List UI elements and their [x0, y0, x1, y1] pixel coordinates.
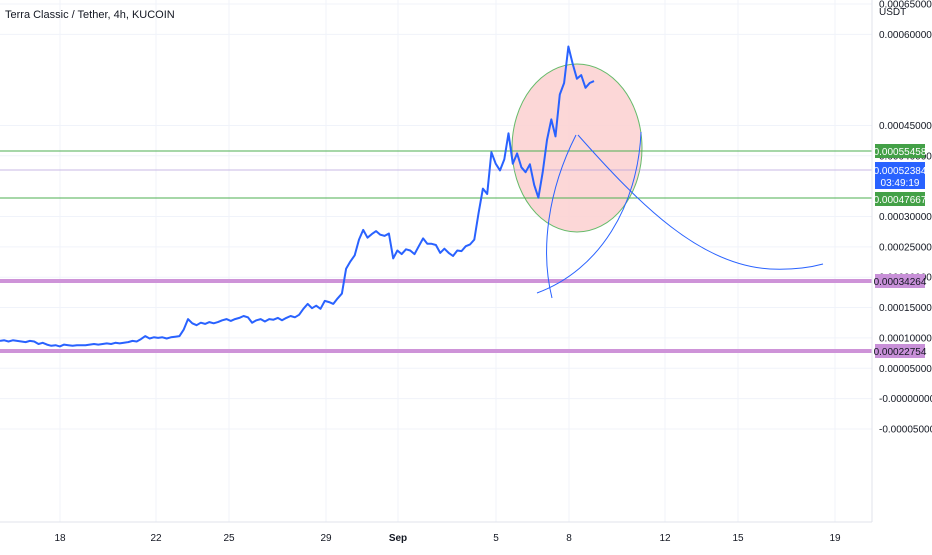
projection-arc-decline[interactable] — [577, 134, 824, 270]
time-tick-label: 18 — [54, 533, 66, 544]
bar-countdown-text: 03:49:19 — [881, 178, 920, 189]
time-tick-label: 22 — [150, 533, 162, 544]
price-tick-label: 0.00005000 — [879, 364, 932, 375]
price-tick-label: 0.00065000 — [879, 0, 932, 11]
price-tick-label: 0.00025000 — [879, 242, 932, 253]
projection-arc-left[interactable] — [546, 134, 577, 299]
price-tick-label: 0.00010000 — [879, 333, 932, 344]
highlight-ellipse[interactable] — [511, 63, 643, 233]
time-tick-label: 5 — [493, 533, 499, 544]
projection-arcs — [536, 131, 824, 299]
price-tick-label: 0.00045000 — [879, 121, 932, 132]
time-tick-label: 15 — [732, 533, 744, 544]
time-axis-ticks: 18 22 25 29 Sep 5 8 12 15 19 — [54, 533, 841, 544]
upper-level-badge[interactable] — [875, 144, 925, 158]
time-tick-label: 12 — [659, 533, 671, 544]
time-tick-label: 8 — [566, 533, 572, 544]
time-tick-label: 19 — [829, 533, 841, 544]
level-lines — [0, 150, 872, 353]
chart-title: Terra Classic / Tether, 4h, KUCOIN — [5, 9, 175, 21]
price-badges: 0.00055458 0.00052384 03:49:19 0.0004766… — [874, 144, 927, 358]
price-tick-label: 0.00015000 — [879, 303, 932, 314]
price-tick-label: -0.00005000 — [879, 424, 932, 435]
price-tick-label: -0.00000000 — [879, 394, 932, 405]
lower-level-badge-text: 0.00047667 — [874, 195, 927, 206]
price-tick-label: 0.00030000 — [879, 212, 932, 223]
current-price-text: 0.00052384 — [874, 166, 927, 177]
currency-label: USDT — [879, 7, 906, 18]
price-tick-label: 0.00060000 — [879, 30, 932, 41]
upper-level-badge-text: 0.00055458 — [874, 147, 927, 158]
support-1-badge[interactable] — [875, 274, 925, 288]
projection-arc-right[interactable] — [536, 131, 642, 294]
price-series-line — [0, 45, 595, 348]
support-2-badge[interactable] — [875, 344, 925, 358]
time-tick-label: Sep — [389, 533, 407, 544]
time-tick-label: 29 — [320, 533, 332, 544]
price-axis[interactable]: USDT — [871, 0, 906, 522]
time-tick-label: 25 — [223, 533, 235, 544]
support-2-badge-text: 0.00022754 — [874, 347, 927, 358]
lower-level-badge[interactable] — [875, 192, 925, 206]
drawings — [511, 63, 643, 233]
support-1-badge-text: 0.00034264 — [874, 277, 927, 288]
current-price-badge[interactable] — [875, 162, 925, 189]
